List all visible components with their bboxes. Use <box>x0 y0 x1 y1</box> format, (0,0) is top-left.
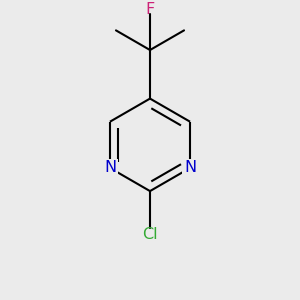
Text: N: N <box>184 160 196 175</box>
Text: Cl: Cl <box>142 227 158 242</box>
Text: F: F <box>146 2 154 17</box>
Text: N: N <box>104 160 116 175</box>
